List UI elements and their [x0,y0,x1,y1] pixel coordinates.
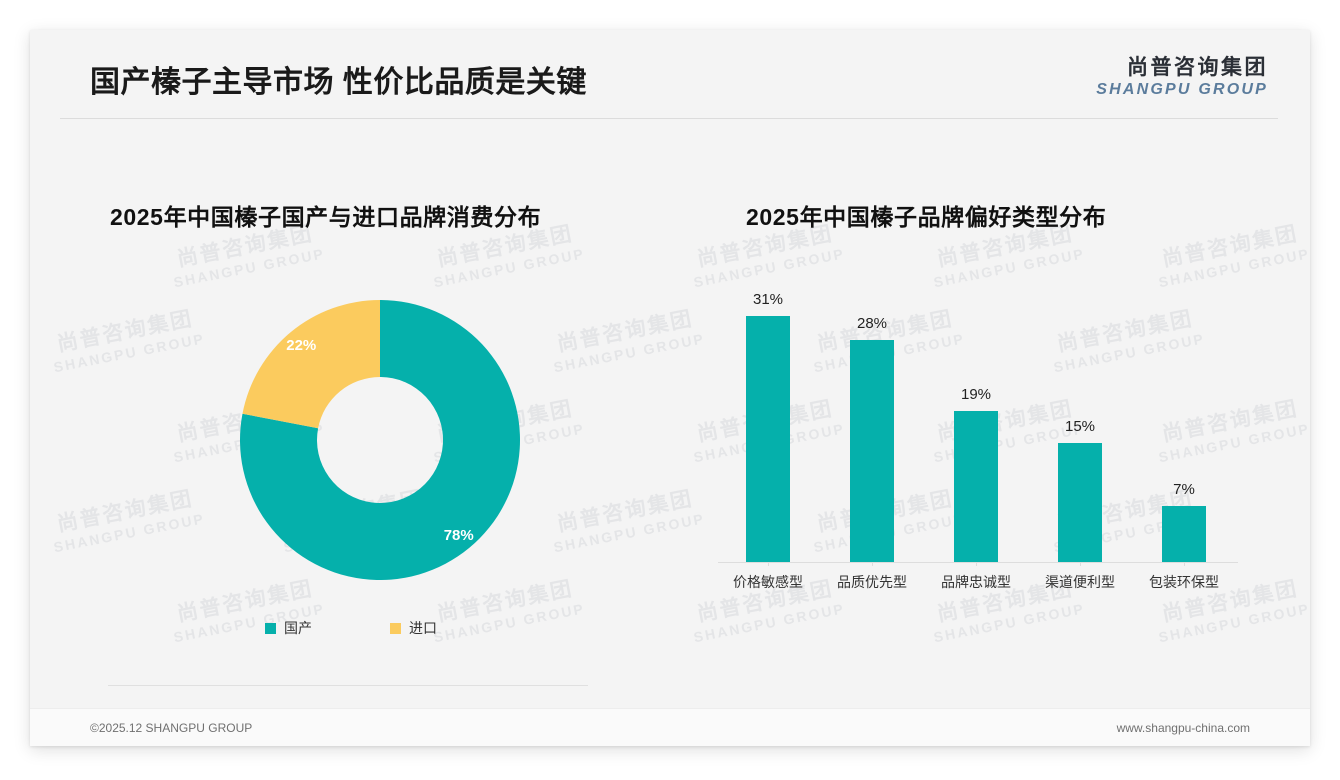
bar-value-label: 15% [1064,417,1096,435]
bar-value-label: 31% [752,290,784,308]
bar-axis-tick [768,562,769,566]
bar-渠道便利型[interactable] [1058,442,1102,562]
donut-chart-title: 2025年中国榛子国产与进口品牌消费分布 [110,204,542,230]
slide-footer: ©2025.12 SHANGPU GROUP www.shangpu-china… [30,708,1310,746]
bar-品牌忠诚型[interactable] [954,411,998,562]
donut-chart-svg: 78% 22% [240,300,520,580]
donut-slice-国产[interactable] [240,300,520,580]
bar-category-label: 包装环保型 [1149,574,1219,590]
brand-logo-cn: 尚普咨询集团 [1127,56,1268,79]
legend-label: 国产 [284,620,312,636]
donut-legend: 国产 进口 [265,618,525,638]
bar-value-label: 7% [1173,481,1195,499]
bar-chart-axis-line [718,562,1238,563]
legend-swatch-icon [390,622,401,634]
donut-slice-label-国产: 78% [444,527,474,544]
website-link[interactable]: www.shangpu-china.com [1116,721,1250,735]
legend-label: 进口 [409,620,437,636]
bar-品质优先型[interactable] [850,339,894,562]
donut-chart: 78% 22% [210,270,550,610]
bar-column: 28% [822,292,922,562]
bar-value-label: 19% [960,386,992,404]
bar-column: 7% [1134,292,1234,562]
footnote-divider-top [108,685,588,686]
bar-axis-tick [872,562,873,566]
slide-header: 国产榛子主导市场 性价比品质是关键 尚普咨询集团 SHANGPU GROUP [30,30,1310,118]
legend-item-进口[interactable]: 进口 [390,618,437,638]
bar-axis-tick [1080,562,1081,566]
bar-chart: 31% 28% 19% 15% 7% 价格敏感型 品质优先型 品牌忠诚型 渠道便利型 包装环保型 [708,290,1248,592]
bar-axis-tick [976,562,977,566]
header-divider [60,118,1278,119]
brand-logo-en: SHANGPU GROUP [1096,80,1268,98]
bar-chart-title: 2025年中国榛子品牌偏好类型分布 [746,204,1107,230]
bar-category-label: 渠道便利型 [1045,574,1115,590]
slide-card: 尚普咨询集团 SHANGPU GROUP 尚普咨询集团 SHANGPU GROUP 尚普… [30,30,1310,746]
bar-category-label: 品质优先型 [837,574,907,590]
copyright-text: ©2025.12 SHANGPU GROUP [90,721,253,735]
legend-item-国产[interactable]: 国产 [265,618,312,638]
bar-category-label: 品牌忠诚型 [941,574,1011,590]
donut-slice-label-进口: 22% [286,337,316,354]
bar-column: 31% [718,290,818,562]
bar-axis-tick [1184,562,1185,566]
bar-column: 19% [926,292,1026,562]
bar-价格敏感型[interactable] [746,315,790,562]
charts-region: 2025年中国榛子国产与进口品牌消费分布 2025年中国榛子品牌偏好类型分布 7… [30,30,1310,746]
bar-value-label: 28% [856,314,888,332]
donut-slice-进口[interactable] [242,300,380,429]
bar-category-label: 价格敏感型 [733,574,803,590]
brand-logo: 尚普咨询集团 SHANGPU GROUP [1096,56,1268,100]
legend-swatch-icon [265,622,276,634]
bar-包装环保型[interactable] [1162,506,1206,562]
page-title: 国产榛子主导市场 性价比品质是关键 [90,66,587,99]
bar-chart-plot: 31% 28% 19% 15% 7% [708,290,1248,562]
bar-column: 15% [1030,292,1130,562]
